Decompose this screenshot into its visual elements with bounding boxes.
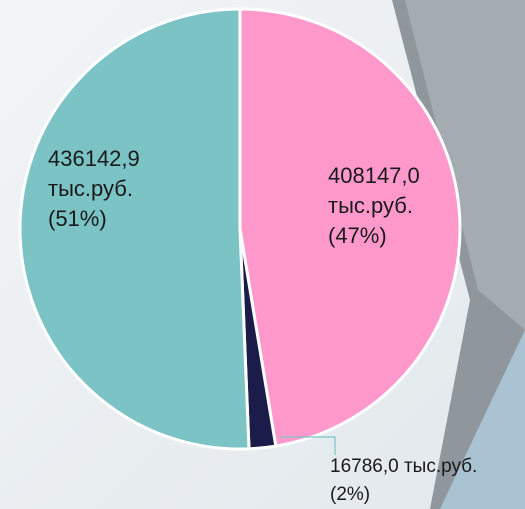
data-label: 436142,9 [48, 146, 140, 171]
data-label: (51%) [48, 206, 107, 231]
background-shape [440, 330, 525, 509]
data-label: тыс.руб. [48, 176, 133, 201]
data-label: (2%) [330, 484, 370, 505]
pie-slice [238, 7, 462, 448]
background-shape [405, 0, 525, 330]
pie-slice [18, 7, 251, 451]
data-label: 16786,0 тыс.руб. [330, 456, 477, 477]
leader-line [280, 436, 336, 455]
data-label: тыс.руб. [328, 193, 413, 218]
data-label: (47%) [328, 223, 387, 248]
data-label: 408147,0 [328, 163, 420, 188]
